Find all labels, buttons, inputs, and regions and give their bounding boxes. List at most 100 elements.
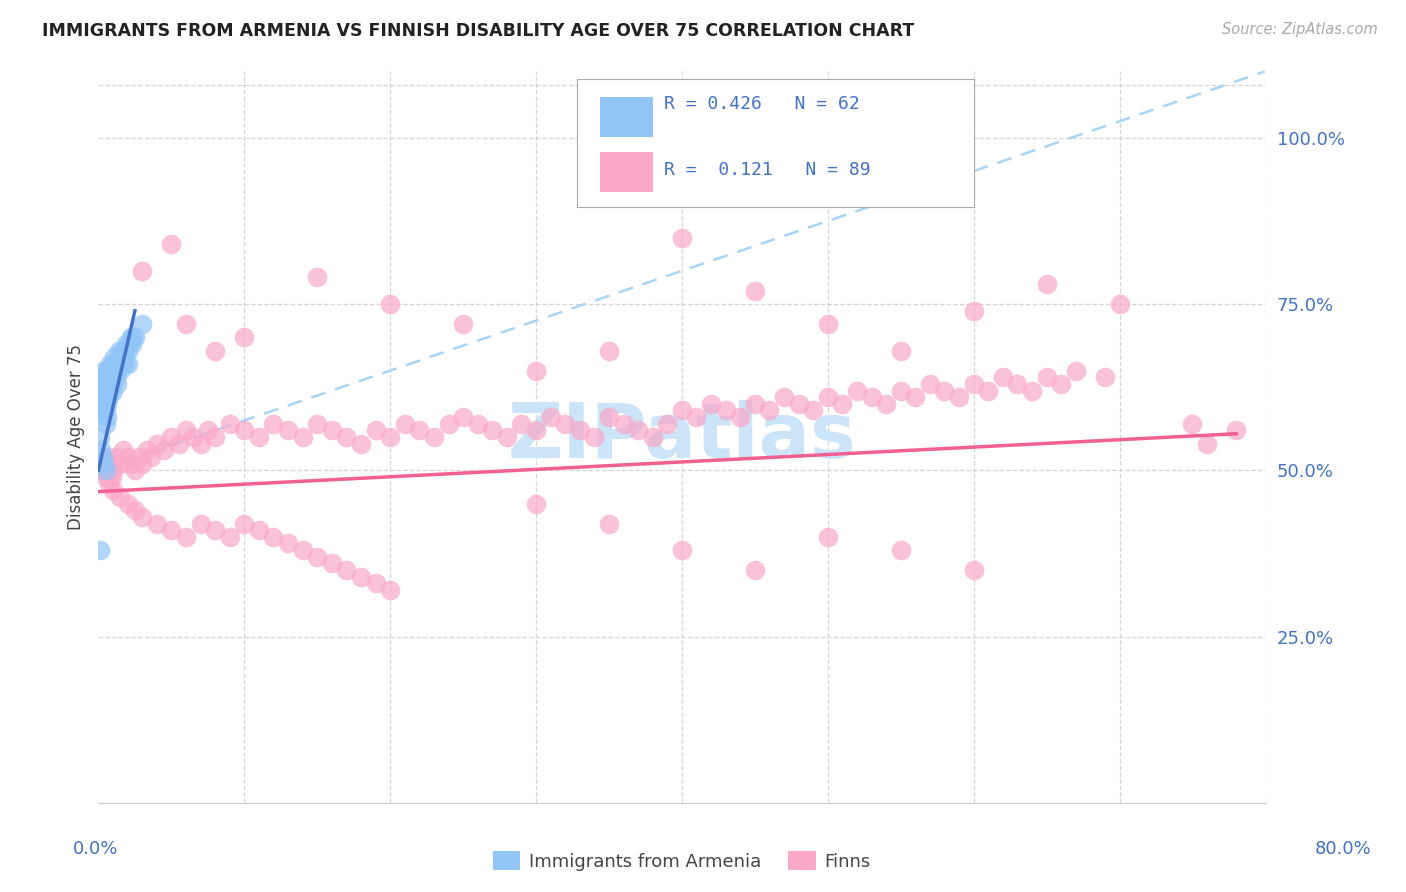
- Point: [380, 582, 402, 597]
- Point: [96, 384, 118, 398]
- Point: [124, 463, 146, 477]
- Point: [94, 403, 117, 417]
- Point: [108, 343, 131, 358]
- Point: [160, 523, 183, 537]
- Point: [1064, 363, 1087, 377]
- Point: [671, 403, 693, 417]
- Point: [122, 330, 145, 344]
- Point: [91, 457, 114, 471]
- Point: [481, 424, 503, 438]
- Point: [91, 403, 114, 417]
- Point: [496, 430, 519, 444]
- Point: [117, 450, 139, 464]
- Point: [167, 436, 190, 450]
- Point: [101, 384, 124, 398]
- Point: [307, 270, 329, 285]
- Point: [160, 430, 183, 444]
- Point: [408, 424, 430, 438]
- Point: [291, 543, 314, 558]
- Point: [657, 417, 679, 431]
- Point: [817, 530, 839, 544]
- Text: R = 0.426   N = 62: R = 0.426 N = 62: [665, 95, 860, 113]
- Point: [110, 457, 132, 471]
- Point: [335, 563, 357, 577]
- Point: [510, 417, 533, 431]
- Point: [451, 410, 474, 425]
- Point: [321, 424, 343, 438]
- Point: [89, 463, 111, 477]
- Point: [1007, 376, 1029, 391]
- Point: [100, 363, 122, 377]
- Point: [540, 410, 562, 425]
- Point: [91, 390, 114, 404]
- Point: [96, 450, 118, 464]
- Point: [97, 376, 120, 391]
- Point: [101, 483, 124, 498]
- Point: [98, 463, 121, 477]
- Point: [117, 357, 139, 371]
- Point: [890, 384, 912, 398]
- Point: [97, 457, 120, 471]
- Text: IMMIGRANTS FROM ARMENIA VS FINNISH DISABILITY AGE OVER 75 CORRELATION CHART: IMMIGRANTS FROM ARMENIA VS FINNISH DISAB…: [42, 22, 914, 40]
- Point: [114, 343, 136, 358]
- Point: [598, 343, 620, 358]
- Point: [671, 543, 693, 558]
- Point: [98, 370, 121, 384]
- Point: [111, 357, 134, 371]
- Text: 0.0%: 0.0%: [73, 840, 118, 858]
- Point: [801, 403, 824, 417]
- Point: [758, 403, 780, 417]
- Point: [104, 450, 127, 464]
- Point: [104, 357, 127, 371]
- Point: [904, 390, 927, 404]
- Point: [120, 330, 142, 344]
- Point: [91, 363, 114, 377]
- Point: [181, 430, 204, 444]
- Point: [744, 397, 766, 411]
- Point: [174, 317, 197, 331]
- Point: [94, 470, 117, 484]
- Point: [1181, 417, 1204, 431]
- Point: [91, 450, 114, 464]
- Point: [641, 430, 664, 444]
- Text: ZIPatlas: ZIPatlas: [508, 401, 856, 474]
- Point: [277, 536, 299, 550]
- Point: [94, 363, 117, 377]
- Point: [101, 370, 124, 384]
- Point: [131, 317, 153, 331]
- Point: [598, 516, 620, 531]
- Point: [96, 397, 118, 411]
- Point: [204, 343, 226, 358]
- Text: R =  0.121   N = 89: R = 0.121 N = 89: [665, 161, 872, 179]
- Point: [1195, 436, 1218, 450]
- Point: [612, 417, 634, 431]
- Point: [121, 337, 143, 351]
- Point: [94, 376, 117, 391]
- Point: [96, 410, 118, 425]
- Point: [744, 563, 766, 577]
- Point: [364, 424, 387, 438]
- Text: 80.0%: 80.0%: [1315, 840, 1371, 858]
- Point: [120, 457, 142, 471]
- Point: [730, 410, 752, 425]
- Point: [139, 450, 162, 464]
- Point: [190, 436, 212, 450]
- Point: [101, 463, 124, 477]
- Legend: Immigrants from Armenia, Finns: Immigrants from Armenia, Finns: [486, 844, 877, 878]
- Point: [110, 363, 132, 377]
- Point: [948, 390, 970, 404]
- Point: [94, 463, 117, 477]
- Point: [700, 397, 723, 411]
- Point: [307, 549, 329, 564]
- Point: [108, 357, 131, 371]
- Point: [321, 557, 343, 571]
- Point: [93, 463, 115, 477]
- Point: [101, 357, 124, 371]
- Point: [190, 516, 212, 531]
- Point: [817, 390, 839, 404]
- Point: [90, 443, 112, 458]
- Point: [204, 430, 226, 444]
- Point: [91, 376, 114, 391]
- Point: [233, 330, 256, 344]
- Point: [111, 343, 134, 358]
